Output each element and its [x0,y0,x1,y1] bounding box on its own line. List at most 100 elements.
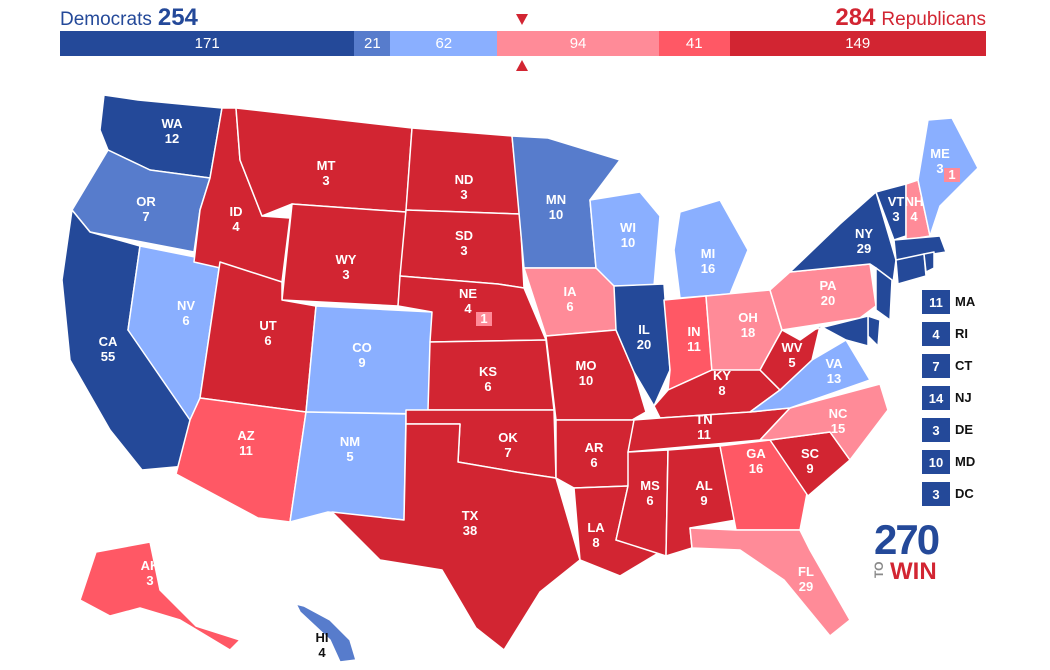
republicans-electoral-votes: 284 [835,4,876,31]
state-label-UT: UT [259,318,276,333]
state-label-KS: KS [479,364,497,379]
state-ev-ND: 3 [460,187,467,202]
state-label-NE: NE [459,286,477,301]
bar-segment-likely-rep[interactable]: 41 [658,31,730,56]
state-label-NC: NC [829,406,848,421]
state-ev-NE: 4 [464,301,472,316]
state-label-KY: KY [713,368,731,383]
state-ev-NV: 6 [182,313,189,328]
small-state-box-MA[interactable]: 11 [922,290,950,314]
state-label-MN: MN [546,192,566,207]
state-label-WA: WA [162,116,184,131]
state-RI[interactable] [923,251,935,273]
state-ev-OR: 7 [142,209,149,224]
bar-segment-safe-rep[interactable]: 149 [729,31,986,56]
state-ev-SD: 3 [460,243,467,258]
state-label-NV: NV [177,298,195,313]
state-label-MT: MT [317,158,336,173]
state-label-WY: WY [336,252,357,267]
small-state-box-MD[interactable]: 10 [922,450,950,474]
state-ev-AK: 3 [146,573,153,588]
small-state-box-NJ[interactable]: 14 [922,386,950,410]
state-MD[interactable] [811,315,869,347]
state-ev-GA: 16 [749,461,763,476]
state-label-TX: TX [462,508,479,523]
state-label-WV: WV [782,340,803,355]
state-ev-VT: 3 [892,209,899,224]
bar-segment-likely-dem[interactable]: 21 [354,31,391,56]
270towin-logo: 270 TO WIN [872,516,944,586]
state-ev-NC: 15 [831,421,845,436]
state-MS[interactable] [615,449,669,557]
state-label-OR: OR [136,194,156,209]
logo-number: 270 [874,516,940,563]
state-ev-SC: 9 [806,461,813,476]
small-state-box-DC[interactable]: 3 [922,482,950,506]
bar-segment-lean-dem[interactable]: 62 [390,31,498,56]
state-label-HI: HI [316,630,329,645]
bar-segment-safe-dem[interactable]: 171 [60,31,355,56]
state-ev-WV: 5 [788,355,795,370]
state-ev-MO: 10 [579,373,593,388]
state-ev-NH: 4 [910,209,918,224]
logo-win: WIN [890,558,937,585]
state-label-VT: VT [888,194,905,209]
state-label-LA: LA [587,520,605,535]
bar-segment-lean-rep[interactable]: 94 [497,31,659,56]
state-NJ[interactable] [875,267,893,321]
state-ev-CO: 9 [358,355,365,370]
small-state-box-CT[interactable]: 7 [922,354,950,378]
small-state-box-DE[interactable]: 3 [922,418,950,442]
state-label-TN: TN [695,412,712,427]
state-ev-OK: 7 [504,445,511,460]
state-label-MI: MI [701,246,715,261]
district-ev-NE: 1 [480,311,487,326]
nebraska-district-box[interactable] [476,312,492,326]
state-label-VA: VA [825,356,843,371]
state-label-OK: OK [498,430,518,445]
state-ev-MN: 10 [549,207,563,222]
state-TX[interactable] [331,423,581,651]
state-label-ND: ND [455,172,474,187]
state-label-MO: MO [576,358,597,373]
state-label-ID: ID [230,204,243,219]
maine-district-box[interactable] [944,168,960,182]
state-ev-WA: 12 [165,131,179,146]
state-ev-IN: 11 [687,339,701,354]
state-AZ[interactable] [175,397,307,523]
state-label-CO: CO [352,340,372,355]
state-ev-WI: 10 [621,235,635,250]
state-AK[interactable] [79,541,241,651]
state-label-AK: AK [141,558,160,573]
small-state-label-DE: DE [955,422,974,437]
state-FL[interactable] [689,527,851,637]
state-NC[interactable] [759,383,889,461]
state-ev-KY: 8 [718,383,725,398]
republicans-label: Republicans [881,9,986,30]
state-ev-IA: 6 [566,299,573,314]
state-ev-AZ: 11 [239,443,253,458]
state-NM[interactable] [289,411,407,523]
small-state-label-DC: DC [955,486,974,501]
state-ev-LA: 8 [592,535,599,550]
small-state-label-MA: MA [955,294,976,309]
state-NY[interactable] [789,191,897,291]
state-CT[interactable] [895,253,927,285]
state-CO[interactable] [305,305,433,415]
state-ev-ME: 3 [936,161,943,176]
state-ev-HI: 4 [318,645,326,660]
small-state-label-MD: MD [955,454,976,469]
state-label-FL: FL [798,564,814,579]
small-state-box-RI[interactable]: 4 [922,322,950,346]
state-DE[interactable] [867,315,881,347]
state-HI[interactable] [295,603,357,663]
state-ev-UT: 6 [264,333,271,348]
state-ev-MT: 3 [322,173,329,188]
electoral-vote-bar: 171 21 62 94 41 149 [60,31,986,56]
270-marker-top-icon [516,14,528,25]
state-ev-NY: 29 [857,241,871,256]
state-ev-PA: 20 [821,293,835,308]
district-ev-ME: 1 [948,167,955,182]
state-label-SC: SC [801,446,820,461]
state-label-NM: NM [340,434,360,449]
